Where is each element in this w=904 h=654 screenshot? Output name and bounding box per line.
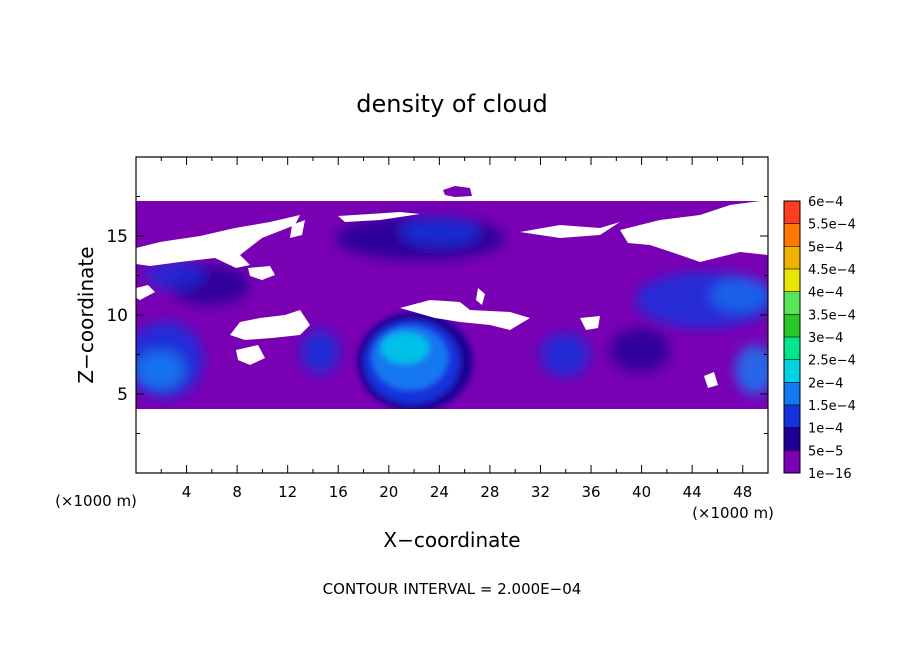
colorbar: 1e−16 5e−5 1e−4 1.5e−4 2e−4 2.5e−4 3e−4 3.5e−4 4… [783,195,856,482]
x-axis-ticks: 4 8 12 16 20 24 28 32 36 40 44 48 [160,157,752,501]
colorbar-swatch [784,269,800,292]
y-axis-label: Z−coordinate [74,246,98,383]
colorbar-label: 5.5e−4 [808,218,856,233]
colorbar-label: 1e−16 [808,467,852,482]
colorbar-swatch [784,337,800,360]
x-unit-label-right: (×1000 m) [692,504,774,522]
colorbar-label: 6e−4 [808,195,843,210]
colorbar-swatch [784,359,800,383]
x-tick-label: 20 [379,483,398,501]
chart-title: density of cloud [356,90,547,118]
convective-core [357,312,473,412]
x-tick-label: 4 [182,483,192,501]
colorbar-label: 2.5e−4 [808,354,856,369]
contour-interval-note: CONTOUR INTERVAL = 2.000E−04 [323,580,582,598]
x-tick-label: 24 [430,483,449,501]
y-tick-label: 10 [106,306,128,326]
x-tick-label: 28 [480,483,499,501]
plot-area [136,157,768,473]
colorbar-swatch [784,382,800,405]
colorbar-swatch [784,246,800,269]
x-axis-label: X−coordinate [383,528,520,552]
x-tick-label: 44 [683,483,702,501]
colorbar-swatch [784,223,800,247]
x-tick-label: 48 [733,483,752,501]
colorbar-label: 1e−4 [808,422,843,437]
x-tick-label: 12 [278,483,297,501]
cloud-free-regions [136,157,768,473]
dense-cores [136,216,768,398]
colorbar-swatch [784,405,800,428]
colorbar-label: 3.5e−4 [808,308,856,323]
x-tick-label: 40 [632,483,651,501]
x-tick-label: 16 [329,483,348,501]
colorbar-swatch [784,427,800,451]
y-tick-label: 5 [117,385,128,405]
colorbar-label: 2e−4 [808,376,843,391]
colorbar-label: 3e−4 [808,331,843,346]
colorbar-label: 1.5e−4 [808,399,856,414]
colorbar-swatch [784,201,800,224]
colorbar-label: 4.5e−4 [808,263,856,278]
y-axis-ticks: 5 10 15 [106,196,768,434]
x-unit-label-left: (×1000 m) [55,492,137,510]
x-tick-label: 8 [232,483,242,501]
y-tick-label: 15 [106,227,128,247]
colorbar-label: 5e−5 [808,444,843,459]
x-tick-label: 32 [531,483,550,501]
colorbar-label: 5e−4 [808,240,843,255]
colorbar-swatch [784,450,800,473]
x-tick-label: 36 [581,483,600,501]
colorbar-label: 4e−4 [808,286,843,301]
colorbar-swatch [784,291,800,315]
colorbar-swatch [784,314,800,337]
